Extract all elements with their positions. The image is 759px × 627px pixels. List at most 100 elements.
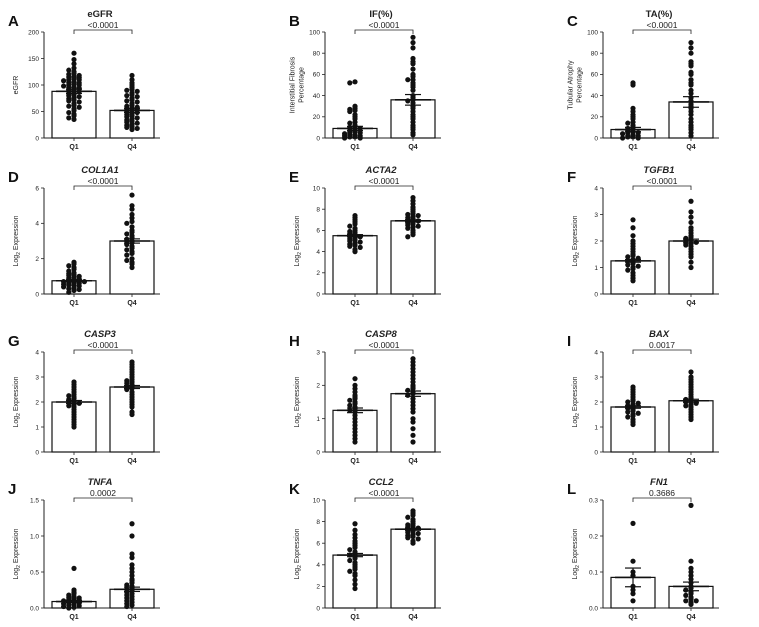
- data-point: [66, 109, 72, 116]
- x-category-label: Q4: [408, 144, 417, 151]
- y-tick-label: 40: [591, 93, 599, 100]
- data-point: [129, 533, 135, 539]
- y-tick-label: 3: [594, 374, 598, 381]
- panel-label: E: [289, 169, 299, 186]
- data-point: [71, 107, 77, 114]
- data-point: [630, 591, 636, 597]
- data-point: [352, 242, 358, 248]
- significance-bracket: [73, 29, 133, 34]
- data-point: [129, 555, 135, 561]
- data-point: [124, 252, 130, 258]
- data-point: [688, 82, 694, 88]
- y-axis-label: Log2 Expression: [13, 215, 22, 266]
- data-point: [410, 61, 416, 67]
- y-axis-label: eGFR: [13, 76, 20, 95]
- x-category-label: Q4: [127, 300, 136, 307]
- data-point: [625, 267, 631, 273]
- y-tick-label: 40: [313, 93, 321, 100]
- y-tick-label: 0.2: [589, 533, 598, 540]
- data-point: [352, 566, 358, 572]
- significance-bracket: [632, 185, 692, 190]
- y-tick-label: 2: [594, 399, 598, 406]
- data-point: [688, 502, 694, 508]
- significance-bracket: [632, 497, 692, 502]
- panel-title: TA(%): [646, 9, 673, 20]
- data-point: [625, 134, 631, 140]
- data-point: [81, 279, 87, 285]
- data-point: [630, 587, 636, 593]
- p-value-label: <0.0001: [369, 20, 400, 30]
- x-category-label: Q4: [408, 614, 417, 621]
- significance-bracket: [354, 497, 414, 502]
- data-point: [66, 403, 72, 409]
- y-tick-label: 3: [316, 349, 320, 356]
- panel-D: D COL1A1<0.0001 0 2 4 6 Log2 Expression Q1 Q4: [8, 165, 160, 307]
- data-point: [352, 134, 358, 140]
- data-point: [66, 103, 72, 109]
- data-point: [688, 219, 694, 226]
- data-point: [347, 108, 353, 115]
- y-tick-label: 4: [35, 221, 39, 228]
- data-point: [352, 376, 358, 382]
- p-value-label: <0.0001: [369, 340, 400, 350]
- data-point: [405, 387, 411, 393]
- data-point: [405, 234, 411, 240]
- data-point: [688, 416, 694, 423]
- data-point: [630, 278, 636, 284]
- data-point: [124, 87, 130, 93]
- data-point: [630, 233, 636, 239]
- data-point: [683, 587, 689, 593]
- data-point: [352, 581, 358, 587]
- y-tick-label: 8: [316, 207, 320, 214]
- y-tick-label: 20: [591, 114, 599, 121]
- data-point: [630, 252, 636, 259]
- data-point: [405, 77, 411, 83]
- y-tick-label: 0: [35, 135, 39, 142]
- y-axis-label: Log2 Expression: [572, 376, 581, 427]
- data-point: [635, 135, 641, 141]
- data-point: [134, 125, 140, 132]
- data-point: [630, 408, 636, 414]
- panel-label: D: [8, 169, 19, 186]
- data-point: [347, 568, 353, 574]
- panel-title: FN1: [650, 477, 668, 488]
- data-point: [71, 56, 77, 63]
- y-axis-label: Log2 Expression: [294, 215, 303, 266]
- significance-bracket: [632, 29, 692, 34]
- data-point: [347, 80, 353, 86]
- data-point: [410, 512, 416, 518]
- data-point: [683, 592, 689, 599]
- data-point: [347, 243, 353, 249]
- data-point: [66, 605, 72, 611]
- data-point: [352, 527, 358, 533]
- panel-G: G CASP3<0.0001 0 1 2 3 4 Log2 Expression Q1 Q4: [8, 329, 160, 465]
- data-point: [410, 232, 416, 238]
- panel-label: G: [8, 333, 20, 350]
- data-point: [693, 598, 699, 604]
- data-point: [688, 565, 694, 572]
- x-category-label: Q4: [686, 458, 695, 465]
- y-axis-label: Tubular Atrophy: [568, 60, 575, 110]
- data-point: [347, 397, 353, 403]
- data-point: [635, 410, 641, 416]
- data-point: [410, 66, 416, 72]
- data-point: [129, 126, 135, 133]
- p-value-label: 0.0002: [90, 488, 116, 498]
- data-point: [683, 598, 689, 604]
- data-point: [352, 221, 358, 227]
- data-point: [352, 521, 358, 527]
- data-point: [71, 565, 77, 572]
- data-point: [129, 562, 135, 568]
- data-point: [688, 601, 694, 608]
- x-category-label: Q4: [127, 144, 136, 151]
- significance-bracket: [354, 29, 414, 34]
- y-tick-label: 2: [316, 584, 320, 591]
- data-point: [357, 244, 363, 250]
- data-point: [688, 591, 694, 597]
- data-point: [410, 439, 416, 445]
- y-tick-label: 0.5: [30, 569, 39, 576]
- panel-label: L: [567, 481, 576, 498]
